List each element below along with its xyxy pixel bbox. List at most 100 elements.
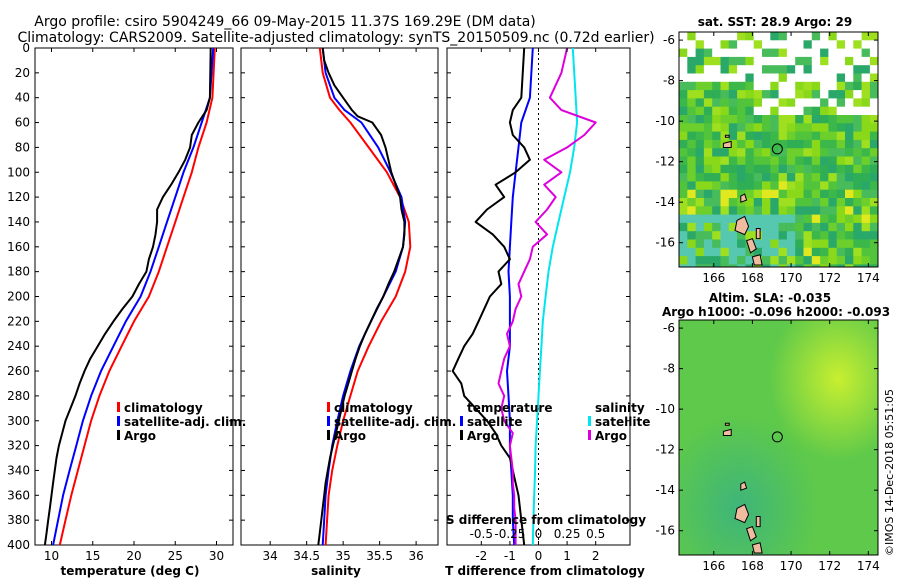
sst-cell <box>753 115 763 124</box>
sst-cell <box>737 181 746 191</box>
sst-cell <box>795 264 805 267</box>
sst-cell <box>828 189 838 199</box>
sst-cell <box>770 131 780 141</box>
sst-cell <box>803 189 813 199</box>
series-line <box>318 48 412 545</box>
depth-tick-label: 120 <box>7 190 30 204</box>
sst-cell <box>762 40 771 50</box>
map-x-tick-label: 166 <box>702 559 725 573</box>
depth-tick-label: 180 <box>7 265 30 279</box>
sst-cell <box>687 264 697 267</box>
sst-cell <box>712 123 722 133</box>
sst-cell <box>770 56 780 66</box>
depth-tick-label: 400 <box>7 538 30 552</box>
sst-cell <box>828 48 838 58</box>
sst-cell <box>745 65 755 75</box>
sst-cell <box>695 40 705 50</box>
sst-cell <box>811 139 821 149</box>
sst-cell <box>720 247 730 257</box>
sst-cell <box>737 239 746 249</box>
sst-cell <box>795 65 805 75</box>
map-y-tick-label: -14 <box>655 195 675 209</box>
sst-cell <box>869 156 878 166</box>
sst-cell <box>737 256 746 265</box>
sst-cell <box>695 73 705 83</box>
sst-cell <box>737 73 746 83</box>
sst-cell <box>869 231 878 241</box>
sst-cell <box>712 115 722 124</box>
sst-cell <box>836 181 846 191</box>
sst-cell <box>695 198 705 207</box>
sst-cell <box>679 115 688 124</box>
sst-cell <box>786 123 796 133</box>
sst-cell <box>836 123 846 133</box>
sst-cell <box>811 206 821 216</box>
sst-map-axes: 166 168 170 172 174 -6 -8 -10 -12 -14 -16 <box>655 32 880 285</box>
sst-cell <box>836 56 846 66</box>
island <box>740 481 748 491</box>
sst-cell <box>869 98 878 108</box>
depth-tick-label: 280 <box>7 389 30 403</box>
sst-cell <box>728 139 738 149</box>
sst-cell <box>720 214 730 224</box>
sst-cell <box>695 214 705 224</box>
sst-cell <box>712 40 722 50</box>
sst-cell <box>762 156 771 166</box>
sst-cell <box>712 148 722 158</box>
sst-cell <box>712 231 722 241</box>
sst-cell <box>811 156 821 166</box>
sst-cell <box>778 164 788 174</box>
sst-cell <box>770 115 780 124</box>
x-tick-label: 34 <box>263 549 278 563</box>
sst-cell <box>803 181 813 191</box>
sst-cell <box>695 115 705 124</box>
sst-cell <box>869 181 878 191</box>
sst-cell <box>695 32 705 41</box>
sst-cell <box>753 139 763 149</box>
sst-cell <box>786 256 796 265</box>
sst-cell <box>811 56 821 66</box>
sla-map-land <box>722 422 763 554</box>
imos-watermark: ©IMOS 14-Dec-2018 05:51:05 <box>883 389 896 556</box>
island <box>751 542 763 554</box>
sst-cell <box>861 156 871 166</box>
map-x-tick-label: 170 <box>780 559 803 573</box>
sst-cell <box>786 40 796 50</box>
sst-cell <box>695 131 705 141</box>
sst-cell <box>762 214 771 224</box>
island <box>745 525 757 542</box>
legend-s-satellite-swatch <box>588 416 591 426</box>
sst-cell <box>728 65 738 75</box>
sst-cell <box>770 90 780 99</box>
sst-cell <box>687 247 697 257</box>
sst-cell <box>753 173 763 182</box>
sst-cell <box>728 206 738 216</box>
sst-cell <box>753 40 763 50</box>
sst-cell <box>695 106 705 116</box>
sst-cell <box>869 239 878 249</box>
sst-cell <box>770 106 780 116</box>
sst-cell <box>853 256 863 265</box>
sst-cell <box>828 106 838 116</box>
sst-cell <box>861 214 871 224</box>
sst-cell <box>786 239 796 249</box>
sst-cell <box>778 256 788 265</box>
map-y-tick-label: -16 <box>655 236 675 250</box>
sst-cell <box>836 173 846 182</box>
sst-cell <box>861 90 871 99</box>
sst-cell <box>836 148 846 158</box>
sst-cell <box>861 148 871 158</box>
sst-cell <box>803 148 813 158</box>
sst-cell <box>703 65 713 75</box>
sst-cell <box>745 206 755 216</box>
sst-cell <box>861 239 871 249</box>
sst-cell <box>737 48 746 58</box>
sst-cell <box>695 256 705 265</box>
sst-cell <box>753 189 763 199</box>
sst-cell <box>712 189 722 199</box>
sst-cell <box>845 48 854 58</box>
sst-cell <box>703 90 713 99</box>
sst-cell <box>836 115 846 124</box>
sst-cell <box>695 90 705 99</box>
sst-cell <box>853 106 863 116</box>
